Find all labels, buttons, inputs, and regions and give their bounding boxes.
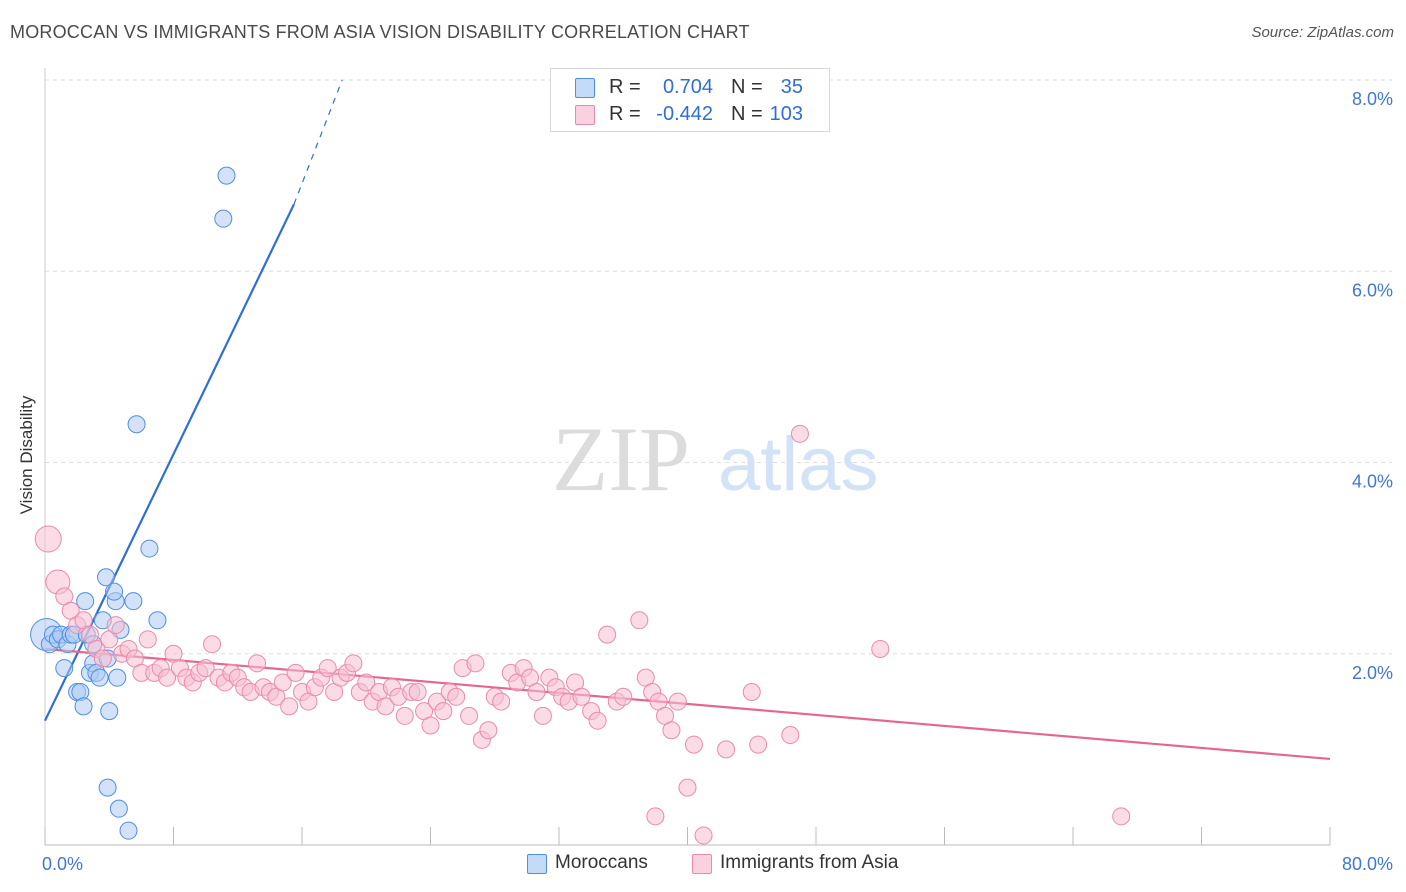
watermark: ZIP atlas (552, 408, 879, 510)
immigrant-point (533, 706, 552, 725)
bottom-legend-swatch-pink (692, 854, 712, 874)
y-tick-label: 2.0% (1352, 663, 1393, 683)
x-tick-label: 80.0% (1342, 854, 1393, 874)
moroccan-point (100, 702, 119, 721)
moroccan-point (98, 778, 117, 797)
immigrant-point (646, 807, 665, 826)
moroccan-point (90, 668, 109, 687)
immigrant-point (318, 659, 337, 678)
watermark-zip: ZIP (552, 408, 690, 510)
immigrant-point (357, 673, 376, 692)
source-label: Source: ZipAtlas.com (1251, 24, 1394, 41)
points-layer (30, 166, 1131, 845)
moroccan-point (105, 582, 124, 601)
moroccan-point (74, 697, 93, 716)
immigrant-point (138, 630, 157, 649)
immigrant-point (93, 649, 112, 668)
immigrant-point (376, 697, 395, 716)
x-tick-label: 0.0% (42, 854, 83, 874)
legend-r-label: R = (609, 76, 641, 98)
legend-row-immigrants: R = -0.442 N = 103 (551, 100, 829, 128)
legend-swatch-pink (575, 105, 595, 125)
immigrant-point (717, 740, 736, 759)
immigrant-point (408, 683, 427, 701)
legend-r-value: -0.442 (656, 103, 713, 125)
chart-title: MOROCCAN VS IMMIGRANTS FROM ASIA VISION … (10, 22, 750, 42)
series-immigrants (34, 424, 1131, 845)
immigrant-point (527, 683, 546, 701)
y-axis-label: Vision Disability (17, 395, 36, 514)
immigrant-point (749, 735, 768, 754)
y-tick-label: 6.0% (1352, 280, 1393, 300)
moroccan-point (119, 821, 138, 840)
moroccans-trend-extension (293, 79, 343, 205)
moroccan-point (214, 209, 233, 228)
immigrant-point (871, 639, 890, 658)
immigrant-point (280, 697, 299, 716)
immigrant-point (196, 659, 215, 678)
immigrant-point (344, 654, 363, 673)
moroccan-point (140, 539, 159, 558)
moroccan-point (76, 592, 95, 611)
moroccan-point (109, 799, 128, 818)
immigrant-point (614, 687, 633, 706)
moroccan-point (97, 568, 116, 587)
immigrant-point (1112, 807, 1131, 826)
legend-n-label: N = (731, 76, 763, 98)
immigrant-point (106, 616, 125, 635)
bottom-legend-label: Immigrants from Asia (720, 852, 899, 873)
moroccan-point (127, 415, 146, 434)
immigrant-point (694, 826, 713, 845)
y-tick-label: 4.0% (1352, 472, 1393, 492)
immigrant-point (781, 726, 800, 745)
immigrant-point (479, 721, 498, 740)
immigrant-point (434, 702, 453, 721)
immigrant-point (466, 654, 485, 673)
immigrant-point (286, 663, 305, 682)
immigrant-point (742, 683, 761, 701)
immigrant-point (684, 735, 703, 754)
correlation-legend: R = 0.704 N = 35 R = -0.442 N = 103 (550, 68, 830, 132)
immigrant-point (492, 692, 511, 711)
immigrant-point (421, 716, 440, 735)
legend-row-moroccans: R = 0.704 N = 35 (551, 73, 829, 101)
immigrant-point (668, 692, 687, 711)
immigrant-point (630, 611, 649, 630)
immigrant-point (572, 687, 591, 706)
immigrant-point (273, 673, 292, 692)
axis-layer: 2.0% 4.0% 6.0% 8.0% 0.0% 80.0% (42, 68, 1393, 874)
immigrant-point (588, 711, 607, 730)
legend-swatch-blue (575, 78, 595, 98)
legend-n-value: 103 (769, 103, 803, 125)
y-tick-label: 8.0% (1352, 89, 1393, 109)
legend-r-label: R = (609, 103, 641, 125)
immigrant-point (447, 687, 466, 706)
immigrant-point (158, 668, 177, 687)
immigrant-point (662, 721, 681, 740)
immigrant-point (34, 525, 62, 553)
immigrant-point (395, 706, 414, 725)
bottom-legend-label: Moroccans (555, 852, 648, 873)
legend-n-value: 35 (780, 76, 803, 98)
moroccan-point (108, 668, 127, 687)
legend-r-value: 0.704 (662, 76, 713, 98)
immigrant-point (678, 778, 697, 797)
moroccan-point (148, 611, 167, 630)
moroccan-point (55, 659, 74, 678)
series-moroccans (30, 166, 236, 840)
immigrant-point (248, 654, 267, 673)
immigrant-point (203, 635, 222, 654)
moroccan-point (217, 166, 236, 185)
immigrant-point (790, 424, 809, 443)
immigrant-point (598, 625, 617, 644)
bottom-legend-swatch-blue (527, 854, 547, 874)
moroccan-point (124, 592, 143, 611)
immigrant-point (460, 706, 479, 725)
legend-n-label: N = (731, 103, 763, 125)
grid-layer (45, 79, 1392, 655)
